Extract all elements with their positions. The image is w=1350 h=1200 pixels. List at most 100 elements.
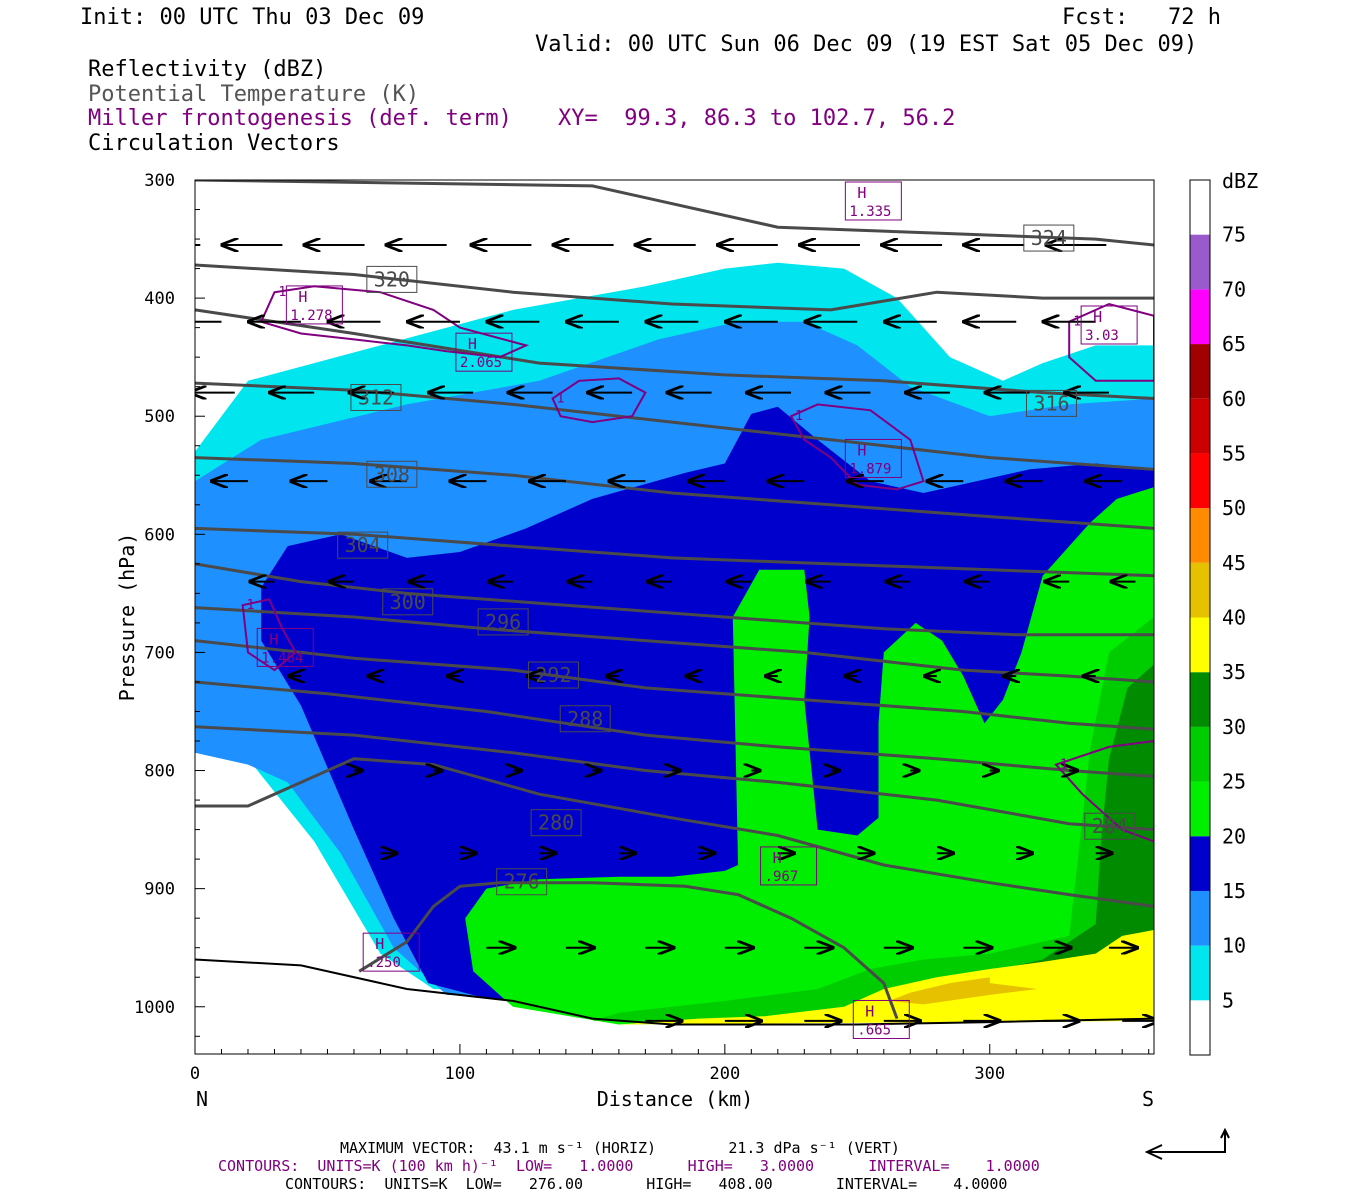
fronto-max-value: 2.065 (460, 355, 502, 371)
reflectivity-35-dbz (618, 930, 1154, 1025)
theta-label-box (530, 809, 582, 837)
theta-contour-note: CONTOURS: UNITS=K LOW= 276.00 HIGH= 408.… (285, 1175, 1008, 1193)
colorbar-level-label: 75 (1222, 223, 1246, 247)
colorbar-level-label: 40 (1222, 606, 1246, 630)
theta-label: 296 (485, 610, 521, 634)
cross-section-xy: XY= 99.3, 86.3 to 102.7, 56.2 (558, 106, 956, 131)
colorbar-frame (1189, 179, 1211, 1056)
y-tick-label: 500 (144, 407, 175, 427)
theta-label-box (366, 460, 418, 488)
colorbar-swatch (1190, 617, 1210, 673)
colorbar-swatch (1190, 344, 1210, 399)
theta-label-box (477, 608, 529, 636)
y-tick-label: 900 (144, 880, 175, 900)
terrain-surface (195, 958, 1154, 1026)
colorbar-swatch (1190, 726, 1210, 782)
y-tick-label: 700 (144, 643, 175, 663)
fronto-contour (1054, 739, 1154, 843)
terrain-line (195, 958, 1154, 1026)
fronto-max-box (362, 932, 420, 972)
fronto-max-value: .967 (765, 869, 799, 885)
colorbar-level-label: 15 (1222, 879, 1246, 903)
north-label: N (196, 1087, 208, 1111)
theta-label-box (350, 384, 402, 411)
theta-label-box (337, 531, 389, 559)
y-tick-label: 600 (144, 525, 175, 545)
colorbar: 5 10 15 20 25 30 35 40 45 50 55 60 65 70 75 (1189, 179, 1246, 1056)
x-tick-label: 300 (974, 1064, 1005, 1084)
colorbar-level-label: 5 (1222, 988, 1234, 1012)
field-vectors: Circulation Vectors (88, 131, 340, 156)
fronto-max-value: 1.278 (290, 308, 332, 324)
colorbar-swatch (1190, 453, 1210, 509)
colorbar-swatch (1190, 781, 1210, 837)
field-reflectivity: Reflectivity (dBZ) (88, 57, 327, 82)
field-theta: Potential Temperature (K) (88, 82, 420, 107)
fronto-max-box (844, 181, 902, 221)
fronto-max-box (760, 846, 818, 886)
colorbar-level-label: 50 (1222, 496, 1246, 520)
init-time: Init: 00 UTC Thu 03 Dec 09 (80, 5, 425, 30)
colorbar-swatch (1190, 672, 1210, 727)
colorbar-swatch (1190, 836, 1210, 891)
colorbar-level-label: 25 (1222, 770, 1246, 794)
fronto-contour-label: 1 (1073, 315, 1081, 330)
colorbar-level-label: 30 (1222, 715, 1246, 739)
colorbar-level-label: 35 (1222, 660, 1246, 684)
fronto-contour-label: 1 (278, 285, 286, 300)
theta-contour-292 (195, 639, 1154, 731)
fronto-max-box (844, 438, 902, 478)
theta-contour-300 (195, 562, 1154, 637)
fronto-max-marker: H (269, 630, 278, 648)
fronto-max-marker: H (865, 1002, 874, 1020)
fronto-contour (551, 377, 647, 424)
y-axis-label: Pressure (hPa) (115, 533, 139, 702)
theta-contour-276 (358, 881, 899, 1020)
theta-contour-324 (195, 180, 1154, 247)
colorbar-level-label: 70 (1222, 277, 1246, 301)
colorbar-level-label: 55 (1222, 441, 1246, 465)
fronto-max-value: 3.03 (1085, 328, 1119, 344)
fronto-contour (241, 598, 297, 672)
colorbar-swatch (1190, 562, 1210, 618)
reflectivity-40-dbz (889, 977, 1038, 1005)
theta-label: 300 (390, 590, 426, 614)
fronto-max-marker: H (375, 935, 384, 953)
theta-label-box (1025, 389, 1077, 417)
theta-contour-316 (195, 308, 1154, 400)
frontogenesis-contours (241, 285, 1154, 843)
colorbar-swatch (1190, 289, 1210, 345)
theta-label-box (496, 868, 548, 896)
colorbar-level-label: 65 (1222, 332, 1246, 356)
fronto-max-value: .665 (857, 1022, 891, 1038)
theta-label: 284 (1092, 814, 1128, 838)
fronto-max-box (852, 999, 910, 1039)
fronto-max-box (285, 285, 343, 325)
theta-label-box (1084, 812, 1136, 840)
theta-contour-304 (195, 526, 1154, 578)
fronto-max-marker: H (857, 441, 866, 459)
fronto-contour-label: 1 (1060, 758, 1068, 773)
colorbar-swatch (1190, 234, 1210, 290)
x-axis-label: Distance (km) (597, 1087, 754, 1111)
theta-contour-288 (195, 680, 1154, 778)
reflectivity-20-dbz (465, 487, 1154, 1025)
theta-label: 292 (535, 663, 571, 687)
colorbar-level-label: 20 (1222, 824, 1246, 848)
colorbar-swatch (1190, 890, 1210, 946)
fronto-max-marker: H (773, 849, 782, 867)
plot-frame (194, 179, 1155, 1055)
colorbar-level-label: 60 (1222, 387, 1246, 411)
theta-label: 320 (374, 267, 410, 291)
theta-label-box (527, 661, 579, 689)
theta-label: 276 (504, 870, 540, 894)
fronto-max-box (256, 627, 314, 667)
colorbar-swatch (1190, 508, 1210, 563)
fronto-max-value: 1.464 (261, 650, 303, 666)
colorbar-unit-label: dBZ (1222, 169, 1258, 193)
axes: 300 400 500 600 700 800 900 1000 0 100 200 300 (134, 171, 1150, 1084)
colorbar-swatch (1190, 1000, 1210, 1055)
theta-contour-280 (195, 757, 1154, 908)
theta-label: 280 (538, 811, 574, 835)
